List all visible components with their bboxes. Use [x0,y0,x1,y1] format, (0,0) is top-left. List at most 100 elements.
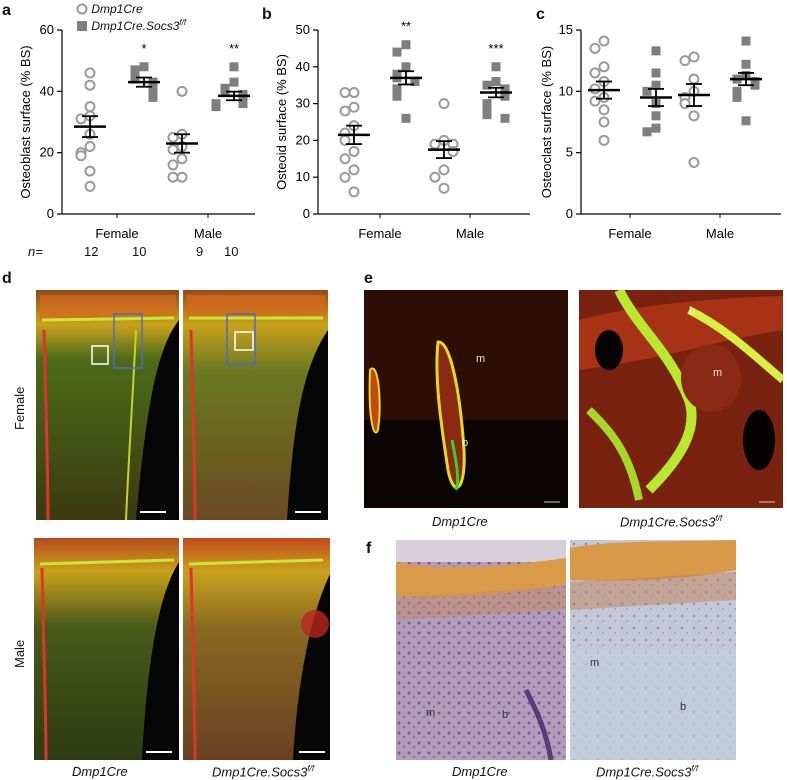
data-point-socs3 [229,77,239,87]
data-point-socs3 [732,92,742,102]
data-point-socs3 [642,86,652,96]
y-tick-label: 20 [296,132,310,147]
data-point-socs3 [651,123,661,133]
data-point-dmp1cre [598,116,610,128]
legend-entry-dmp1cre: Dmp1Cre [76,2,143,16]
data-point-socs3 [410,77,420,87]
data-point-dmp1cre [429,171,441,183]
x-tick-label: Female [358,226,401,241]
legend-label-socs3-sup: f/f [179,18,187,27]
data-point-socs3 [220,86,230,96]
e-caption-socs3-sup: f/f [715,514,723,523]
data-point-dmp1cre [438,98,450,110]
y-tick-label: 5 [566,145,573,160]
f-image-socs3: m b [570,540,736,760]
data-point-socs3 [401,40,411,50]
e-image-dmp1cre: m b [364,290,568,508]
data-point-socs3 [750,80,760,90]
y-tick-label: 10 [559,83,573,98]
d-row-label-male: Male [12,639,27,668]
y-tick-label: 0 [566,206,573,221]
data-point-dmp1cre [348,186,360,198]
data-point-socs3 [491,62,501,72]
n-female-dmp1cre: 12 [84,244,99,259]
d-caption-socs3: Dmp1Cre.Socs3f/f [212,764,314,779]
chart-osteoclast-surface: 0 5 10 15 Osteoclast surface (% BS) Female Mal… [539,22,781,241]
n-male-dmp1cre: 9 [196,244,204,259]
data-point-dmp1cre [688,73,700,85]
data-point-dmp1cre [176,153,188,165]
data-point-socs3 [139,62,149,72]
legend-label-socs3: Dmp1Cre.Socs3 [91,19,180,33]
data-point-dmp1cre [339,87,351,99]
f-image-dmp1cre: m b [396,540,566,760]
y-axis-label: Osteoid surface (% BS) [274,54,289,190]
x-tick-label: Female [95,226,138,241]
data-point-dmp1cre [348,87,360,99]
data-point-dmp1cre [75,150,87,162]
data-point-socs3 [651,46,661,56]
x-tick-label: Male [456,226,484,241]
y-tick-label: 60 [40,22,54,37]
data-point-dmp1cre [688,156,700,168]
y-axis-label: Osteoclast surface (% BS) [539,46,554,198]
filled-square-marker-icon [77,21,87,31]
open-circle-marker-icon [76,3,88,15]
data-point-dmp1cre [84,101,96,113]
data-point-dmp1cre [438,182,450,194]
data-point-socs3 [211,102,221,112]
f-annotation-b-2: b [680,701,686,713]
y-tick-label: 40 [40,83,54,98]
data-point-socs3 [392,84,402,94]
y-tick-label: 50 [296,22,310,37]
data-point-dmp1cre [348,145,360,157]
data-point-socs3 [741,36,751,46]
e-annotation-b-1: b [462,437,468,449]
d-image-female-socs3 [183,290,328,520]
data-point-dmp1cre [589,67,601,79]
panel-label-f: f [366,540,372,557]
d-caption-dmp1cre: Dmp1Cre [72,764,128,779]
data-point-dmp1cre [176,171,188,183]
d-caption-socs3-base: Dmp1Cre.Socs3 [212,764,308,780]
data-point-socs3 [651,68,661,78]
data-point-socs3 [401,62,411,72]
e-annotation-m-2: m [713,367,722,379]
y-tick-label: 20 [40,145,54,160]
data-point-dmp1cre [84,141,96,153]
data-point-socs3 [482,110,492,120]
y-tick-label: 40 [296,59,310,74]
data-point-socs3 [401,113,411,123]
data-point-dmp1cre [598,104,610,116]
d-image-male-socs3 [183,538,330,760]
data-point-socs3 [238,99,248,109]
data-point-socs3 [482,80,492,90]
e-annotation-m-1: m [476,353,485,365]
data-point-dmp1cre [176,85,188,97]
x-tick-label: Female [608,226,651,241]
n-female-socs3: 10 [132,244,147,259]
y-tick-label: 10 [296,169,310,184]
data-point-dmp1cre [598,134,610,146]
data-point-socs3 [491,77,501,87]
data-point-socs3 [741,116,751,126]
panel-label-c: c [536,6,545,23]
y-axis-label: Osteoblast surface (% BS) [18,45,33,198]
f-caption-dmp1cre: Dmp1Cre [452,764,508,779]
data-point-dmp1cre [167,159,179,171]
data-point-socs3 [130,65,140,75]
legend-entry-socs3: Dmp1Cre.Socs3f/f [76,18,186,33]
data-point-dmp1cre [339,105,351,117]
x-tick-label: Male [706,226,734,241]
panel-label-d: d [2,270,12,287]
data-point-socs3 [500,91,510,101]
data-point-socs3 [732,86,742,96]
data-point-dmp1cre [84,165,96,177]
data-point-socs3 [392,91,402,101]
f-caption-socs3-sup: f/f [691,764,699,773]
data-point-dmp1cre [167,171,179,183]
e-caption-dmp1cre: Dmp1Cre [432,514,488,529]
f-caption-socs3-base: Dmp1Cre.Socs3 [596,764,692,780]
data-point-dmp1cre [589,42,601,54]
n-label: n= [28,244,43,259]
